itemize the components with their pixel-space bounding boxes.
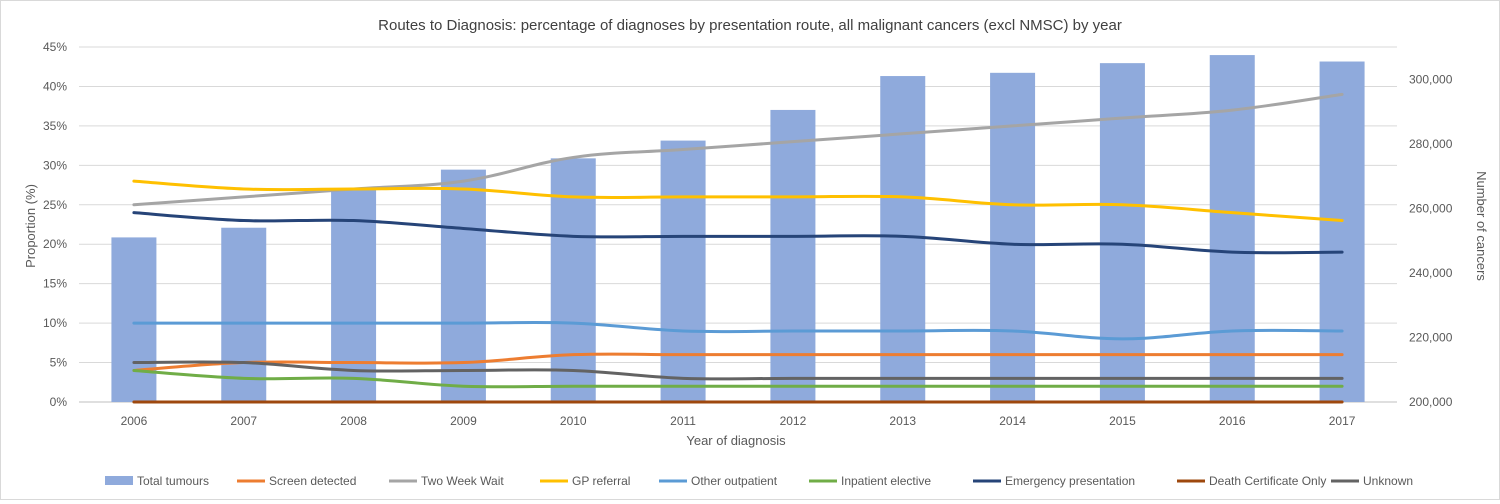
x-tick-label: 2012 — [780, 414, 807, 428]
series-line-emergency-presentation — [132, 211, 1344, 255]
series-lines — [132, 92, 1344, 404]
x-tick-label: 2006 — [121, 414, 148, 428]
legend-label-emergency-presentation: Emergency presentation — [1005, 474, 1135, 488]
bars — [111, 55, 1365, 403]
x-axis-label: Year of diagnosis — [686, 433, 786, 448]
y-tick-label: 40% — [43, 79, 67, 93]
bar-total-tumours-2006 — [111, 237, 157, 402]
x-tick-label: 2014 — [999, 414, 1026, 428]
x-tick-label: 2015 — [1109, 414, 1136, 428]
legend-label-unknown: Unknown — [1363, 474, 1413, 488]
y2-axis-label: Number of cancers — [1474, 171, 1489, 281]
bar-total-tumours-2008 — [331, 189, 377, 402]
legend-label-total-tumours: Total tumours — [137, 474, 209, 488]
series-line-other-outpatient — [132, 320, 1344, 341]
y-tick-label: 10% — [43, 316, 67, 330]
y2-tick-label: 220,000 — [1409, 330, 1453, 344]
legend-swatch-total-tumours — [105, 476, 133, 485]
bar-total-tumours-2015 — [1099, 63, 1145, 403]
y-tick-label: 35% — [43, 119, 67, 133]
legend-label-death-certificate-only: Death Certificate Only — [1209, 474, 1326, 488]
chart-title: Routes to Diagnosis: percentage of diagn… — [378, 17, 1122, 34]
legend-label-screen-detected: Screen detected — [269, 474, 356, 488]
series-line-gp-referral — [132, 179, 1344, 223]
x-tick-label: 2010 — [560, 414, 587, 428]
y-axis-label: Proportion (%) — [23, 184, 38, 268]
x-tick-label: 2009 — [450, 414, 477, 428]
legend-label-other-outpatient: Other outpatient — [691, 474, 778, 488]
y-tick-label: 0% — [50, 395, 68, 409]
bar-total-tumours-2014 — [990, 72, 1036, 403]
y-tick-label: 5% — [50, 356, 68, 370]
legend-label-two-week-wait: Two Week Wait — [421, 474, 504, 488]
bar-total-tumours-2007 — [221, 227, 267, 402]
gridlines — [79, 46, 1397, 403]
bar-total-tumours-2013 — [880, 76, 926, 402]
bar-total-tumours-2017 — [1319, 61, 1365, 402]
bar-total-tumours-2012 — [770, 109, 816, 402]
y2-tick-label: 280,000 — [1409, 137, 1453, 151]
legend: Total tumours Screen detected Two Week Wai… — [105, 474, 1413, 488]
y-tick-label: 30% — [43, 158, 67, 172]
y2-tick-label: 200,000 — [1409, 395, 1453, 409]
series-line-screen-detected — [132, 352, 1344, 372]
series-line-inpatient-elective — [132, 368, 1344, 389]
bar-total-tumours-2011 — [660, 140, 706, 402]
y-tick-label: 15% — [43, 277, 67, 291]
x-tick-label: 2017 — [1329, 414, 1356, 428]
bar-total-tumours-2009 — [440, 169, 486, 402]
x-tick-label: 2013 — [889, 414, 916, 428]
x-tick-label: 2007 — [230, 414, 257, 428]
y-axis-ticks: 0% 5% 10% 15% 20% 25% 30% 35% 40% 45% — [43, 40, 67, 409]
y2-tick-label: 300,000 — [1409, 72, 1453, 86]
x-axis-ticks: 2006 2007 2008 2009 2010 2011 2012 2013 2014 2015… — [121, 414, 1356, 428]
y-tick-label: 20% — [43, 237, 67, 251]
legend-label-gp-referral: GP referral — [572, 474, 630, 488]
y2-tick-label: 240,000 — [1409, 266, 1453, 280]
series-line-unknown — [132, 360, 1344, 381]
bar-total-tumours-2010 — [550, 158, 596, 402]
legend-label-inpatient-elective: Inpatient elective — [841, 474, 931, 488]
x-tick-label: 2008 — [340, 414, 367, 428]
y2-axis-ticks: 200,000 220,000 240,000 260,000 280,000 300,0… — [1409, 72, 1453, 409]
y-tick-label: 45% — [43, 40, 67, 54]
y2-tick-label: 260,000 — [1409, 201, 1453, 215]
y-tick-label: 25% — [43, 198, 67, 212]
x-tick-label: 2011 — [670, 414, 696, 428]
x-tick-label: 2016 — [1219, 414, 1246, 428]
